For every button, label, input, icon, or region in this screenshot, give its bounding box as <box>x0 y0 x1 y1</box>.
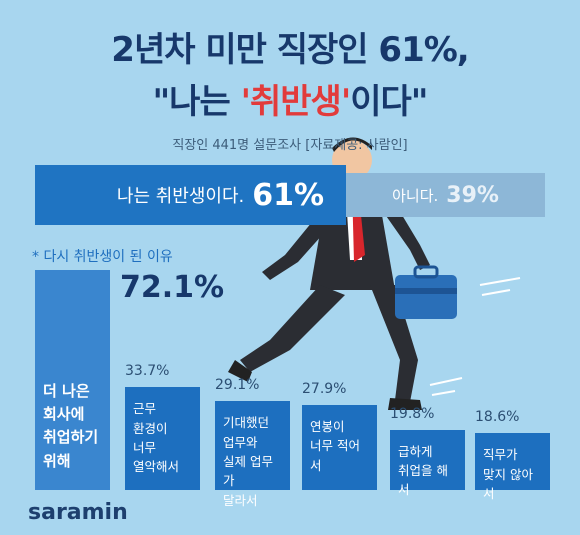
bar: 직무가 맞지 않아서 <box>475 433 550 501</box>
bar: 더 나은 회사에 취업하기 위해 <box>35 270 110 490</box>
bar: 기대했던 업무와 실제 업무가 달라서 <box>215 401 290 508</box>
value-label: 29.1% <box>215 377 260 394</box>
value-label: 19.8% <box>390 405 435 422</box>
chart-title: * 다시 취반생이 된 이유 <box>32 249 173 265</box>
value-label: 72.1% <box>120 270 225 306</box>
logo: saramin <box>28 500 128 525</box>
split-segment: 나는 취반생이다. 61% <box>35 165 347 225</box>
segment-value: 61% <box>252 177 325 213</box>
title: 2년차 미만 직장인 61%, <box>111 30 469 70</box>
title: "나는 '취반생'이다" <box>0 74 580 123</box>
value-label: 27.9% <box>302 380 347 397</box>
bar: 연봉이 너무 적어서 <box>302 404 377 490</box>
segment-value: 39% <box>446 182 499 208</box>
title-part: "나는 <box>152 82 241 122</box>
bar: 급하게 취업을 해서 <box>390 429 465 497</box>
value-label: 18.6% <box>475 409 520 426</box>
split-segment: 아니다. 39% <box>346 173 545 217</box>
subtitle: 직장인 441명 설문조사 [자료제공: 사람인] <box>172 138 408 153</box>
segment-label: 아니다. <box>392 186 439 205</box>
title-highlight: '취반생' <box>240 82 352 122</box>
segment-label: 나는 취반생이다. <box>116 186 245 207</box>
title-part: 이다" <box>350 82 428 122</box>
bar: 근무 환경이 너무 열악해서 <box>125 387 200 490</box>
value-label: 33.7% <box>125 363 170 380</box>
